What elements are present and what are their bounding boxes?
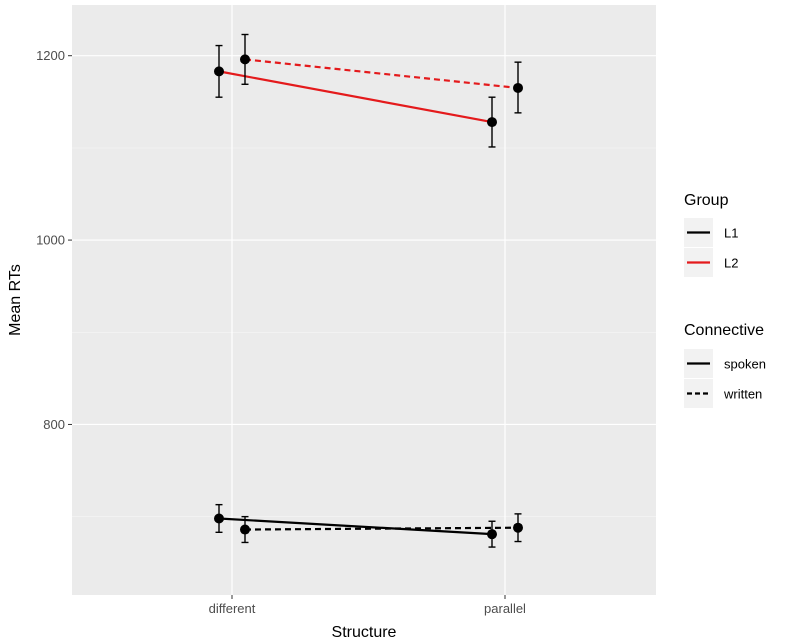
panel-background: [72, 5, 656, 595]
series-line-l2-written: [244, 58, 519, 90]
y-tick-label: 1000: [36, 233, 65, 248]
legend-label-written: written: [723, 387, 762, 402]
legend-label-l1: L1: [724, 226, 738, 241]
point-l1-spoken: [214, 513, 224, 524]
y-tick-label: 1200: [36, 48, 65, 63]
point-l1-written: [513, 522, 523, 533]
major-gridlines: [72, 5, 656, 595]
point-l2-spoken: [214, 66, 224, 77]
legend-connective-title: Connective: [684, 322, 764, 339]
point-l2-spoken: [487, 117, 497, 128]
minor-gridlines: [72, 147, 656, 517]
x-axis-title: Structure: [332, 624, 397, 641]
point-l1-written: [240, 524, 250, 535]
legend-label-l2: L2: [724, 256, 738, 271]
legend-label-spoken: spoken: [724, 357, 766, 372]
legend-connective-keys: spoken written: [684, 349, 766, 408]
point-l1-spoken: [487, 529, 497, 540]
series-line-l2-spoken: [218, 70, 493, 124]
y-tick-label: 800: [43, 417, 65, 432]
legend-group-title: Group: [684, 192, 729, 209]
series-line-l1-spoken: [218, 517, 493, 536]
y-axis-title: Mean RTs: [7, 264, 24, 336]
legend-group-keys: L1 L2: [684, 218, 738, 277]
legend-group: Group L1 L2: [684, 192, 738, 277]
legend-connective: Connective spoken written: [684, 322, 766, 408]
y-axis: 800 1000 1200: [36, 48, 72, 432]
x-tick-label: different: [209, 601, 256, 616]
series-layer: [214, 33, 523, 548]
series-line-l1-written: [244, 526, 519, 531]
x-axis: different parallel: [209, 595, 526, 616]
point-l2-written: [513, 82, 523, 93]
point-l2-written: [240, 54, 250, 65]
x-tick-label: parallel: [484, 601, 526, 616]
